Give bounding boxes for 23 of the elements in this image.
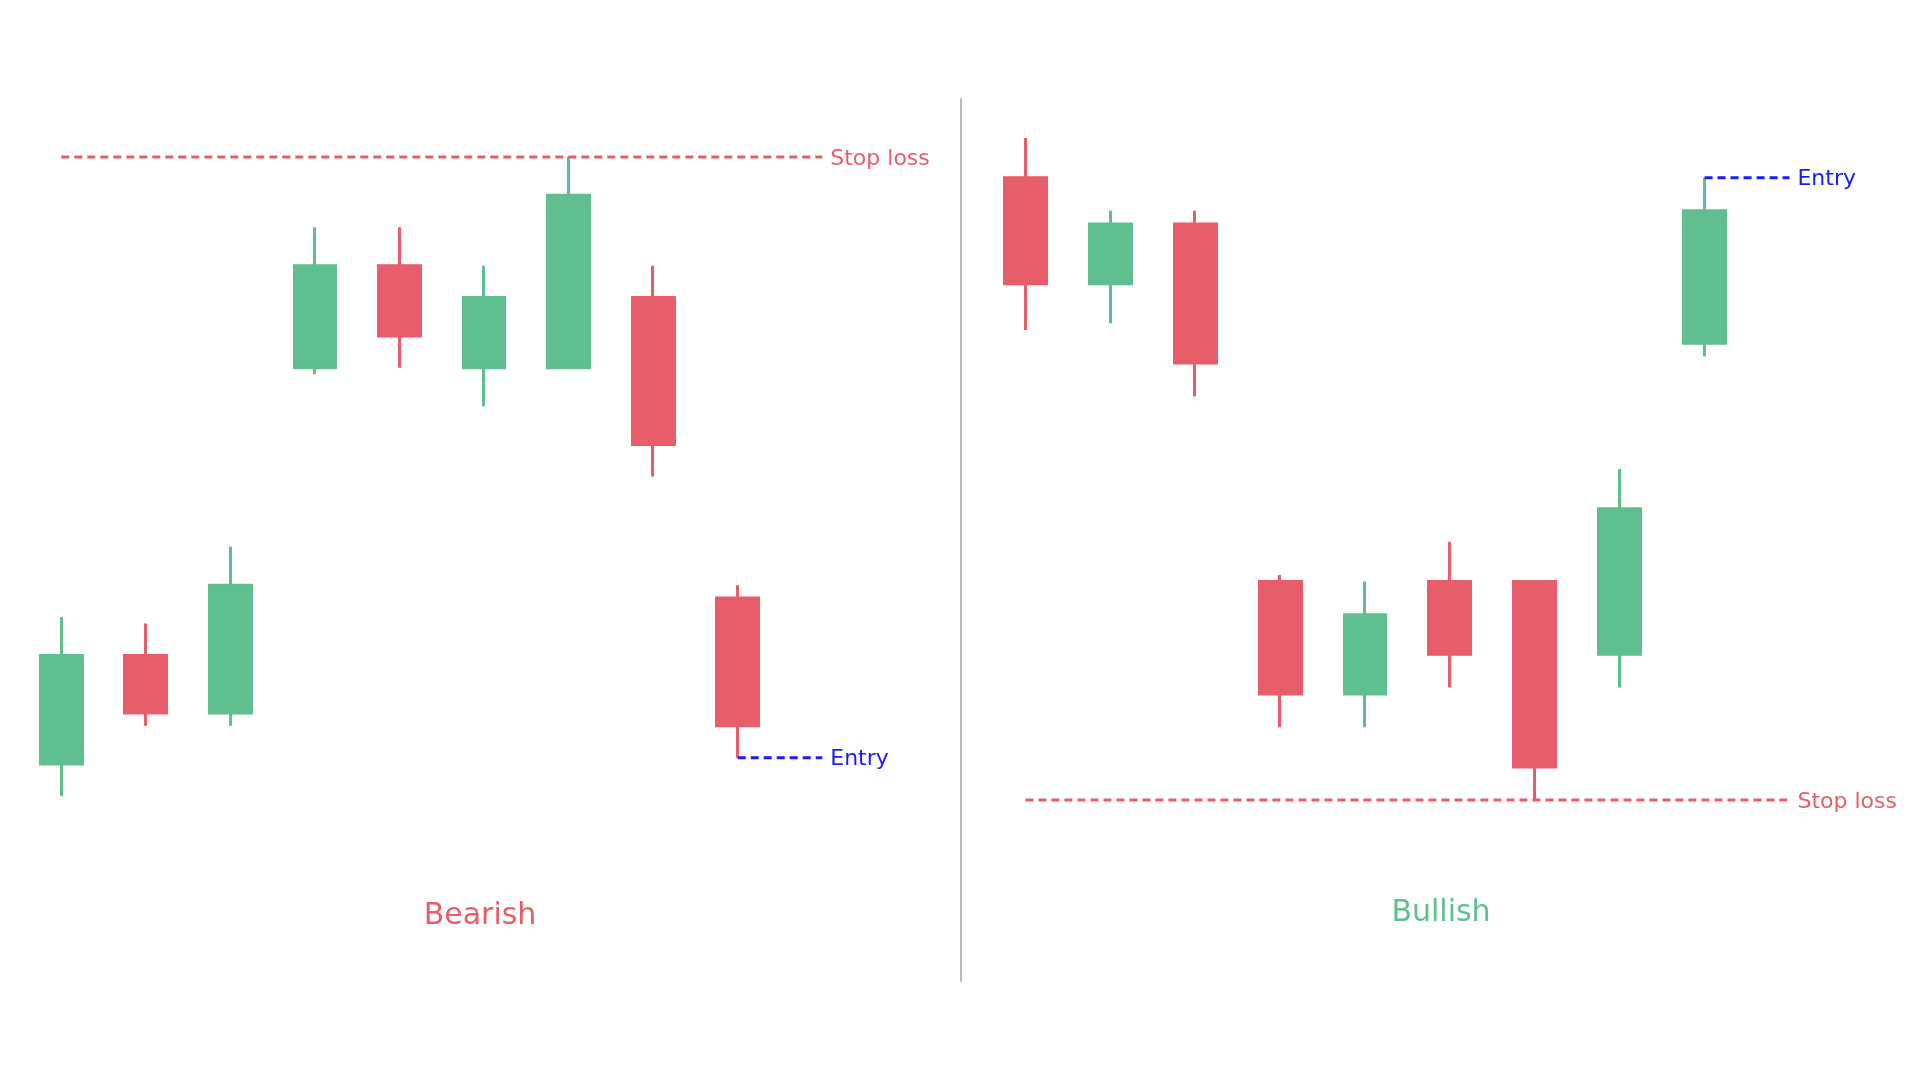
candlestick (1343, 581, 1387, 728)
candlestick (39, 617, 84, 796)
candlestick (293, 227, 337, 375)
candlestick (546, 157, 591, 370)
candlestick (377, 227, 422, 368)
candlestick (208, 546, 253, 726)
candlestick (1173, 210, 1218, 397)
candlestick (631, 265, 676, 477)
text: Bullish (1391, 892, 1491, 928)
candlestick (1597, 469, 1642, 688)
candlestick (1258, 574, 1303, 728)
candlestick (1088, 210, 1133, 324)
candlestick (462, 265, 506, 407)
candlestick (1427, 541, 1472, 688)
candlestick (123, 623, 168, 726)
ref-line-label: Stop loss (830, 144, 930, 170)
text: Bearish (423, 895, 537, 931)
candlestick (1003, 138, 1048, 330)
candlestick (715, 585, 760, 758)
ref-line-label: Entry (1797, 165, 1856, 191)
ref-line-label: Entry (830, 745, 889, 771)
ref-line-label: Stop loss (1797, 787, 1897, 813)
candlestick (1682, 177, 1727, 357)
